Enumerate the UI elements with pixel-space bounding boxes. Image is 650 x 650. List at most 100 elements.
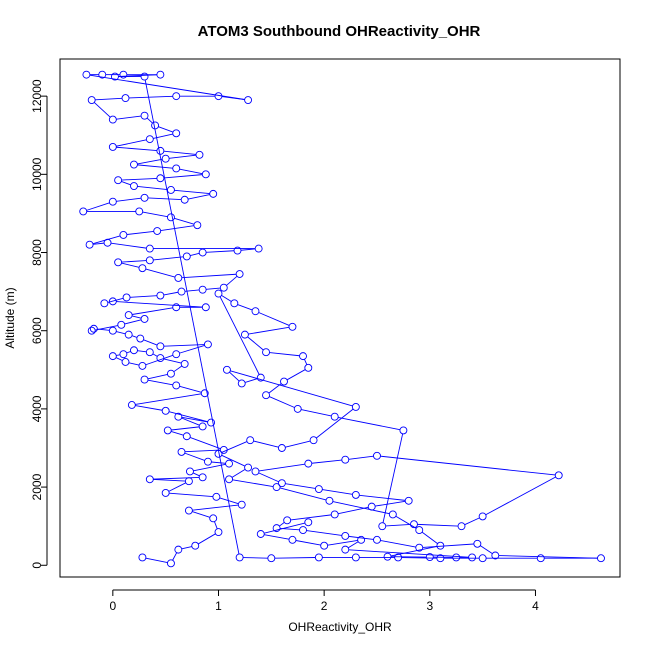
data-point xyxy=(163,426,172,435)
series-line-segment xyxy=(295,540,321,546)
series-line-segment xyxy=(327,539,358,546)
series-line-segment xyxy=(147,374,168,380)
chart-title: ATOM3 Southbound OHReactivity_OHR xyxy=(198,23,481,40)
series-line-segment xyxy=(115,357,123,361)
series-line-segment xyxy=(116,331,126,335)
data-point xyxy=(399,426,408,435)
x-tick-label: 4 xyxy=(532,599,539,613)
data-point xyxy=(536,554,545,563)
data-point xyxy=(233,246,242,255)
data-point xyxy=(207,418,216,427)
series-line-segment xyxy=(158,126,174,133)
data-point xyxy=(82,70,91,79)
series-line-segment xyxy=(92,235,121,245)
series-lines xyxy=(86,74,598,564)
data-point xyxy=(314,485,323,493)
data-point xyxy=(388,510,397,519)
data-point xyxy=(225,475,234,484)
data-point xyxy=(108,115,117,124)
series-line-segment xyxy=(221,441,248,453)
series-line-segment xyxy=(253,440,279,448)
data-point xyxy=(145,475,154,484)
data-point xyxy=(114,258,123,267)
data-point xyxy=(304,518,313,527)
series-line-segment xyxy=(184,449,221,453)
data-point xyxy=(166,559,175,568)
data-point xyxy=(404,496,413,505)
data-point xyxy=(283,516,292,525)
data-point xyxy=(201,303,210,312)
series-line-segment xyxy=(116,354,121,356)
data-point xyxy=(254,244,263,253)
data-point xyxy=(191,541,200,550)
data-point xyxy=(452,553,461,562)
data-point xyxy=(182,432,191,441)
data-point xyxy=(138,361,147,370)
data-point xyxy=(79,207,88,216)
series-line-segment xyxy=(121,260,147,263)
series-line-segment xyxy=(190,252,200,257)
series-line-segment xyxy=(359,494,406,501)
data-point xyxy=(262,391,270,400)
data-point xyxy=(87,326,96,335)
series-line-segment xyxy=(181,273,237,279)
data-point xyxy=(330,412,339,421)
series-line-segment xyxy=(417,523,459,527)
series-line-segment xyxy=(152,353,158,357)
series-line-segment xyxy=(184,452,205,461)
series-line-segment xyxy=(93,242,105,245)
series-line-segment xyxy=(168,411,208,423)
series-line-segment xyxy=(174,189,210,195)
series-line-segment xyxy=(121,180,131,186)
series-line-segment xyxy=(375,500,406,507)
data-point xyxy=(124,330,133,339)
data-point xyxy=(121,94,130,103)
data-point xyxy=(351,553,360,562)
series-line-segment xyxy=(131,335,138,338)
data-point xyxy=(373,535,381,544)
series-line-segment xyxy=(395,515,417,529)
series-line-segment xyxy=(86,202,110,211)
data-point xyxy=(108,297,117,306)
data-point xyxy=(597,554,605,563)
series-line-segment xyxy=(401,557,437,559)
series-line-segment xyxy=(168,482,186,492)
series-line-segment xyxy=(128,95,173,99)
series-line-segment xyxy=(219,497,239,505)
series-line-segment xyxy=(348,535,374,540)
data-point xyxy=(314,553,323,562)
series-line-segment xyxy=(480,545,493,554)
y-tick-label: 0 xyxy=(30,562,44,569)
data-point xyxy=(140,111,149,120)
data-point xyxy=(166,369,175,378)
data-point xyxy=(237,379,246,388)
data-point xyxy=(457,522,466,531)
data-point xyxy=(140,193,149,202)
data-point xyxy=(554,471,563,480)
series-line-segment xyxy=(279,487,327,501)
data-point xyxy=(367,502,376,511)
data-point xyxy=(117,320,126,329)
series-line-segment xyxy=(126,351,131,354)
series-line-segment xyxy=(147,379,173,386)
data-point xyxy=(119,70,128,79)
y-tick-label: 8000 xyxy=(30,239,44,266)
series-line-segment xyxy=(198,533,216,545)
x-axis-label: OHReactivity_OHR xyxy=(288,620,392,634)
series-line-segment xyxy=(380,455,556,476)
series-line-segment xyxy=(240,248,256,251)
series-line-segment xyxy=(237,304,253,311)
series-points xyxy=(79,70,605,568)
data-point xyxy=(195,150,204,159)
series-line-segment xyxy=(229,371,240,382)
series-line-segment xyxy=(124,319,142,325)
series-line-segment xyxy=(169,492,213,498)
data-point xyxy=(214,449,223,458)
data-point xyxy=(130,160,138,169)
data-point xyxy=(325,496,334,505)
data-point xyxy=(203,340,212,349)
data-point xyxy=(256,530,265,538)
series-line-segment xyxy=(132,307,173,315)
series-line-segment xyxy=(145,354,174,366)
series-line-segment xyxy=(179,168,203,175)
